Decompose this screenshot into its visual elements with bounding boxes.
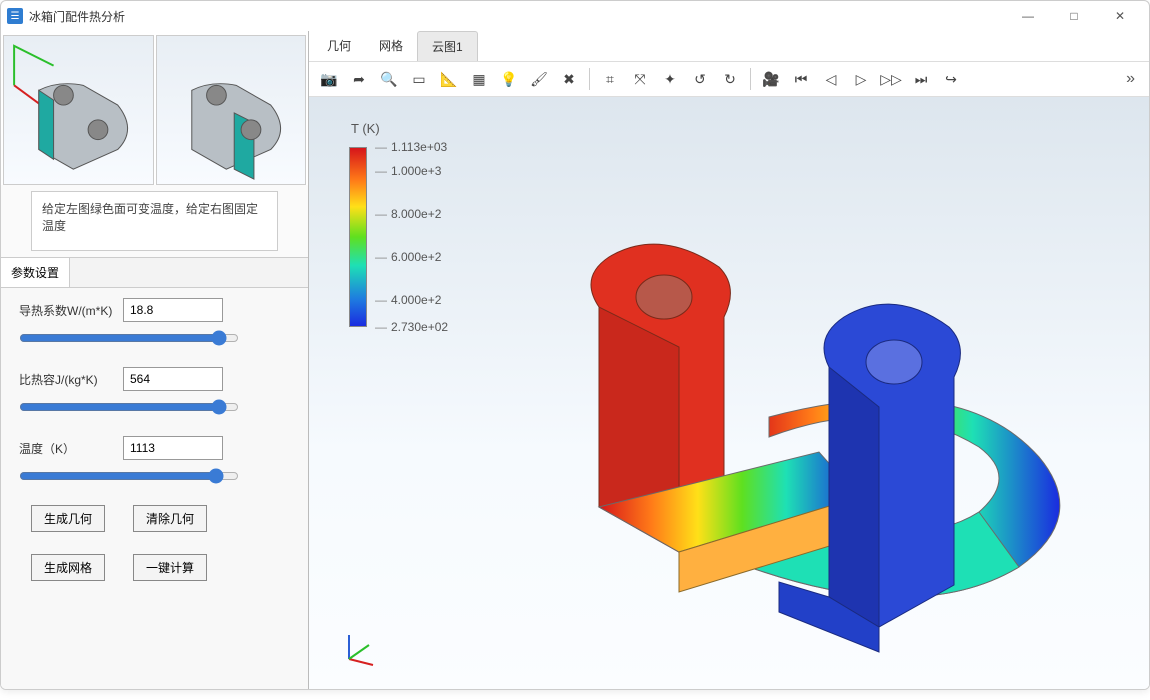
axes-icon[interactable]: ✦	[656, 66, 684, 92]
param-k-slider[interactable]	[19, 330, 239, 346]
zoom-rect-icon[interactable]: ⌗	[596, 66, 624, 92]
brush-icon[interactable]: 🖌	[525, 66, 553, 92]
params-tab[interactable]: 参数设置	[1, 258, 70, 287]
toolbar-separator	[750, 68, 751, 90]
param-k: 导热系数W/(m*K)	[19, 298, 290, 349]
delete-icon[interactable]: ✖	[555, 66, 583, 92]
viewport-3d[interactable]: T (K) 1.113e+031.000e+38.000e+26.000e+24…	[309, 97, 1149, 689]
param-T: 温度（K）	[19, 436, 290, 487]
param-cp: 比热容J/(kg*K)	[19, 367, 290, 418]
fit-view-icon[interactable]: ⤧	[626, 66, 654, 92]
clear-geometry-button[interactable]: 清除几何	[133, 505, 207, 532]
step-last-icon[interactable]: ⏭	[907, 66, 935, 92]
param-cp-slider[interactable]	[19, 399, 239, 415]
viewport-toolbar: 📷➦🔍▭📐▦💡🖌✖⌗⤧✦↺↻🎥⏮◁▷▷▷⏭↪»	[309, 62, 1149, 97]
thumbnail-right[interactable]	[156, 35, 307, 185]
step-first-icon[interactable]: ⏮	[787, 66, 815, 92]
tab-cloud1[interactable]: 云图1	[417, 31, 478, 61]
param-T-slider[interactable]	[19, 468, 239, 484]
param-k-input[interactable]	[123, 298, 223, 322]
app-icon: ☰	[7, 8, 23, 24]
layers-icon[interactable]: ▦	[465, 66, 493, 92]
one-click-compute-button[interactable]: 一键计算	[133, 554, 207, 581]
play-icon[interactable]: ▷	[847, 66, 875, 92]
param-T-input[interactable]	[123, 436, 223, 460]
window-title: 冰箱门配件热分析	[29, 8, 125, 25]
generate-geometry-button[interactable]: 生成几何	[31, 505, 105, 532]
tab-mesh[interactable]: 网格	[365, 31, 417, 61]
record-icon[interactable]: 🎥	[757, 66, 785, 92]
generate-mesh-button[interactable]: 生成网格	[31, 554, 105, 581]
axis-triad-icon	[339, 629, 379, 669]
minimize-button[interactable]: —	[1005, 1, 1051, 31]
toolbar-overflow-icon[interactable]: »	[1118, 70, 1143, 88]
select-box-icon[interactable]: ▭	[405, 66, 433, 92]
thumbnail-left[interactable]	[3, 35, 154, 185]
step-fwd-icon[interactable]: ▷▷	[877, 66, 905, 92]
param-T-label: 温度（K）	[19, 440, 119, 457]
camera-icon[interactable]: 📷	[315, 66, 343, 92]
param-cp-input[interactable]	[123, 367, 223, 391]
rotate-cw-icon[interactable]: ↻	[716, 66, 744, 92]
loop-icon[interactable]: ↪	[937, 66, 965, 92]
maximize-button[interactable]: □	[1051, 1, 1097, 31]
close-button[interactable]: ✕	[1097, 1, 1143, 31]
export-icon[interactable]: ➦	[345, 66, 373, 92]
step-back-icon[interactable]: ◁	[817, 66, 845, 92]
toolbar-separator	[589, 68, 590, 90]
thumbnail-caption: 给定左图绿色面可变温度，给定右图固定温度	[31, 191, 278, 251]
tab-geometry[interactable]: 几何	[313, 31, 365, 61]
measure-icon[interactable]: 📐	[435, 66, 463, 92]
param-k-label: 导热系数W/(m*K)	[19, 302, 119, 319]
titlebar: ☰ 冰箱门配件热分析 — □ ✕	[1, 1, 1149, 31]
view-tabs: 几何 网格 云图1	[309, 31, 1149, 62]
zoom-auto-icon[interactable]: 🔍	[375, 66, 403, 92]
lightbulb-icon[interactable]: 💡	[495, 66, 523, 92]
rotate-ccw-icon[interactable]: ↺	[686, 66, 714, 92]
param-cp-label: 比热容J/(kg*K)	[19, 371, 119, 388]
